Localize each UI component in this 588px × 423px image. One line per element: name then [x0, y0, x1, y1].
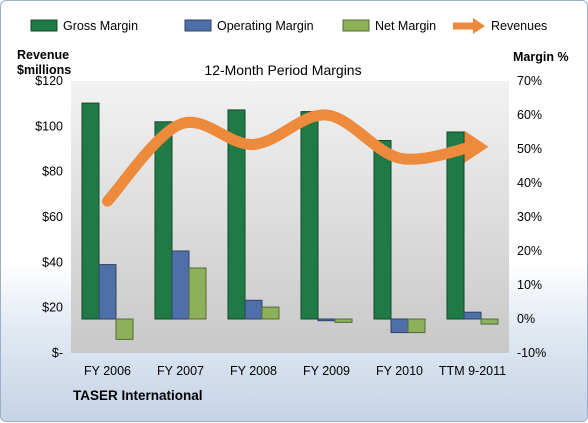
legend-operating-margin-label: Operating Margin — [217, 19, 314, 33]
bar-net-margin — [407, 318, 426, 334]
y-left-tick-label: $60 — [42, 210, 63, 224]
y-left-tick-label: $80 — [42, 165, 63, 179]
legend-net-margin-swatch — [342, 19, 370, 32]
bar-operating-margin — [244, 299, 263, 320]
x-tick-label: FY 2008 — [230, 364, 277, 378]
legend-gross-margin-swatch — [30, 19, 58, 32]
chart-title: 12-Month Period Margins — [204, 62, 361, 78]
bar-net-margin — [188, 267, 207, 320]
bar-gross-margin — [154, 121, 173, 320]
y-right-tick-label: 10% — [517, 278, 542, 292]
y-left-tick-label: $40 — [42, 255, 63, 269]
legend-revenues-arrow — [473, 18, 485, 34]
x-tick-label: TTM 9-2011 — [439, 364, 506, 378]
y-right-tick-label: -10% — [517, 346, 546, 360]
legend-net-margin-label: Net Margin — [375, 19, 436, 33]
y-right-tick-label: 50% — [517, 142, 542, 156]
y-right-label: Margin % — [513, 50, 569, 64]
x-tick-label: FY 2006 — [84, 364, 131, 378]
bar-net-margin — [261, 306, 280, 320]
bar-operating-margin — [463, 311, 482, 320]
bar-gross-margin — [373, 140, 392, 320]
y-right-tick-label: 0% — [517, 312, 535, 326]
x-tick-label: FY 2007 — [157, 364, 204, 378]
y-right-tick-label: 40% — [517, 176, 542, 190]
bar-operating-margin — [171, 250, 190, 320]
bar-net-margin — [115, 318, 134, 340]
y-left-tick-label: $100 — [35, 119, 63, 133]
company-name: TASER International — [73, 388, 203, 403]
bar-gross-margin — [446, 131, 465, 320]
legend-revenues-label: Revenues — [491, 19, 547, 33]
y-left-tick-label: $20 — [42, 301, 63, 315]
y-right-tick-label: 70% — [517, 74, 542, 88]
legend-gross-margin-label: Gross Margin — [63, 19, 138, 33]
bar-net-margin — [334, 318, 353, 323]
y-left-tick-label: $120 — [35, 74, 63, 88]
bar-operating-margin — [317, 318, 336, 322]
y-left-tick-label: $- — [52, 346, 63, 360]
legend-operating-margin-swatch — [184, 19, 212, 32]
legend: Gross Margin Operating Margin Net Margin Re… — [30, 18, 547, 34]
bar-gross-margin — [300, 111, 319, 320]
x-tick-label: FY 2010 — [376, 364, 423, 378]
bar-operating-margin — [98, 264, 117, 320]
y-left-label-line1: Revenue — [17, 48, 69, 62]
bar-operating-margin — [390, 318, 409, 334]
revenue-line — [102, 109, 478, 207]
plot-area — [71, 81, 509, 353]
y-left-label-line2: $millions — [17, 63, 71, 77]
bar-gross-margin — [227, 109, 246, 320]
y-right-tick-label: 20% — [517, 244, 542, 258]
x-tick-label: FY 2009 — [303, 364, 350, 378]
y-right-tick-label: 30% — [517, 210, 542, 224]
revenue-arrowhead — [464, 130, 489, 163]
y-right-tick-label: 60% — [517, 108, 542, 122]
bar-gross-margin — [81, 102, 100, 320]
bar-net-margin — [480, 318, 499, 325]
